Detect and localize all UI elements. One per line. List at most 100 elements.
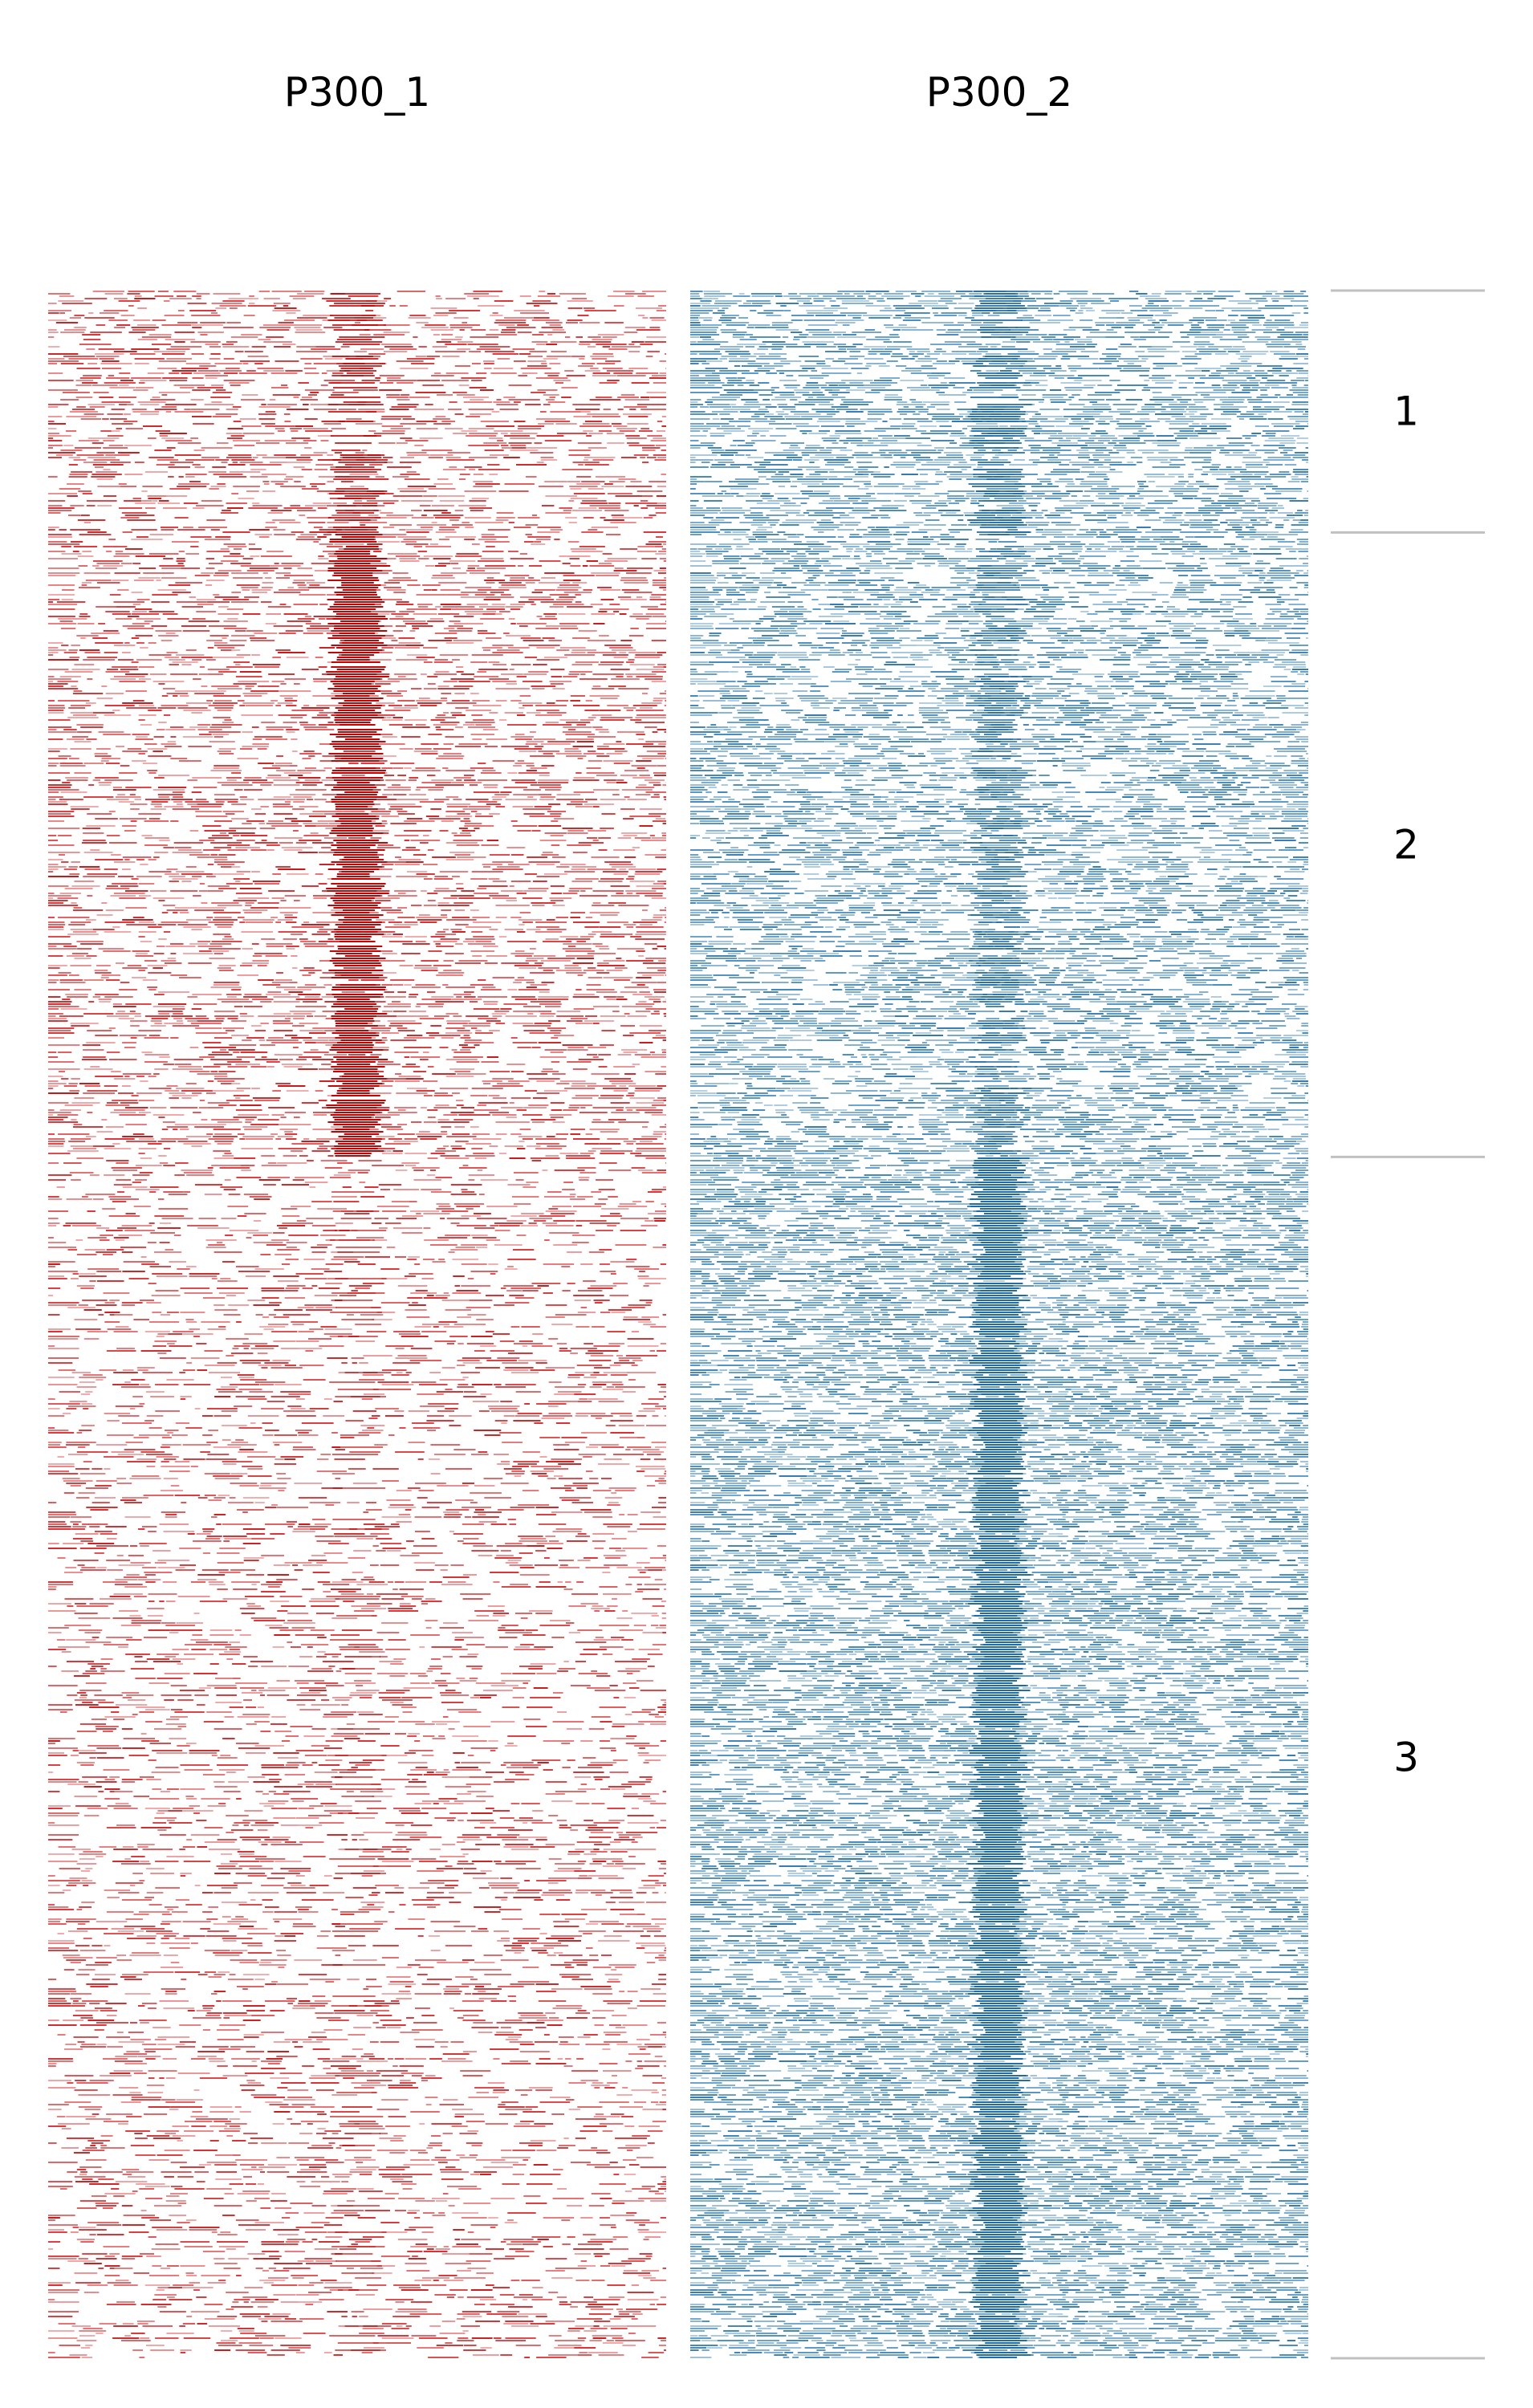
heatmap-cell <box>618 1054 632 1056</box>
heatmap-cell <box>252 502 259 504</box>
heatmap-cell <box>48 372 63 374</box>
heatmap-center-cell <box>330 832 384 834</box>
heatmap-cell <box>501 673 523 675</box>
heatmap-cell <box>153 856 160 858</box>
heatmap-cell <box>555 1169 585 1171</box>
heatmap-cell <box>588 977 603 978</box>
heatmap-cell <box>396 625 406 627</box>
heatmap-cell <box>584 589 593 591</box>
heatmap-cell <box>564 370 574 372</box>
heatmap-cell <box>665 1162 666 1164</box>
heatmap-cell <box>636 893 662 894</box>
heatmap-cell <box>348 979 359 981</box>
heatmap-cell <box>209 741 235 742</box>
heatmap-center-cell <box>339 336 384 338</box>
heatmap-cell <box>185 801 209 803</box>
heatmap-center-cell <box>331 799 376 800</box>
heatmap-cell <box>181 881 191 882</box>
heatmap-cell <box>542 505 555 506</box>
heatmap-cell <box>508 647 530 649</box>
heatmap-cell <box>280 604 287 605</box>
heatmap-cell <box>58 897 79 899</box>
heatmap-cell <box>436 726 441 728</box>
heatmap-cell <box>209 471 227 473</box>
heatmap-cell <box>643 495 653 497</box>
heatmap-cell <box>460 1049 470 1051</box>
heatmap-cell <box>311 348 340 350</box>
heatmap-cell <box>497 1083 519 1084</box>
heatmap-cell <box>492 604 506 605</box>
heatmap-cell <box>607 380 620 381</box>
heatmap-cell <box>158 635 178 637</box>
heatmap-cell <box>419 1131 430 1133</box>
heatmap-cell <box>585 464 609 466</box>
heatmap-cell <box>305 363 312 364</box>
heatmap-cell <box>468 943 495 945</box>
heatmap-cell <box>421 960 438 962</box>
heatmap-cell <box>460 474 470 475</box>
heatmap-cell <box>572 510 602 511</box>
heatmap-cell <box>286 705 296 706</box>
heatmap-cell <box>290 794 315 795</box>
heatmap-cell <box>104 1085 118 1087</box>
heatmap-cell <box>575 661 599 663</box>
heatmap-cell <box>279 842 293 844</box>
heatmap-cell <box>243 779 267 781</box>
heatmap-cell <box>274 563 279 564</box>
heatmap-cell <box>390 1039 416 1041</box>
heatmap-cell <box>664 799 666 800</box>
heatmap-cell <box>119 801 134 803</box>
heatmap-cell <box>48 1018 67 1019</box>
heatmap-cell <box>86 702 96 704</box>
heatmap-cell <box>470 507 492 509</box>
heatmap-cell <box>251 1066 267 1068</box>
heatmap-cell <box>262 1165 287 1166</box>
heatmap-cell <box>414 546 423 547</box>
heatmap-cell <box>328 722 334 723</box>
heatmap-cell <box>587 984 601 986</box>
heatmap-cell <box>224 719 231 721</box>
heatmap-cell <box>343 1027 364 1029</box>
heatmap-cell <box>390 1023 421 1024</box>
heatmap-cell <box>249 543 255 545</box>
heatmap-cell <box>216 389 226 391</box>
heatmap-cell <box>213 1136 238 1137</box>
heatmap-center-cell <box>334 1068 377 1070</box>
heatmap-cell <box>544 657 567 658</box>
heatmap-cell <box>67 483 84 485</box>
heatmap-cell <box>465 1039 482 1041</box>
heatmap-cell <box>138 1030 161 1031</box>
heatmap-cell <box>624 582 649 584</box>
heatmap-cell <box>527 796 533 798</box>
heatmap-cell <box>381 909 401 911</box>
heatmap-cell <box>103 440 114 441</box>
heatmap-cell <box>422 584 441 586</box>
heatmap-cell <box>551 1037 558 1039</box>
heatmap-center-cell <box>331 861 388 863</box>
heatmap-cell <box>384 582 400 584</box>
heatmap-cell <box>475 522 504 523</box>
heatmap-center-cell <box>332 986 386 988</box>
heatmap-cell <box>261 938 275 940</box>
heatmap-cell <box>113 1003 122 1005</box>
heatmap-cell <box>598 837 611 839</box>
heatmap-cell <box>229 832 255 834</box>
heatmap-cell <box>443 1145 449 1147</box>
heatmap-cell <box>154 806 162 807</box>
heatmap-cell <box>376 476 384 478</box>
heatmap-cell <box>68 358 98 360</box>
heatmap-cell <box>510 445 526 446</box>
heatmap-cell <box>197 803 223 805</box>
heatmap-cell <box>622 589 640 591</box>
heatmap-cell <box>574 791 595 793</box>
heatmap-cell <box>48 917 55 918</box>
heatmap-cell <box>406 452 426 454</box>
heatmap-cell <box>574 416 592 417</box>
heatmap-cell <box>441 820 453 822</box>
heatmap-cell <box>553 1121 565 1123</box>
heatmap-cell <box>636 931 666 933</box>
heatmap-cell <box>518 989 550 990</box>
heatmap-cell <box>214 820 232 822</box>
heatmap-cell <box>219 970 234 971</box>
heatmap-cell <box>71 705 91 706</box>
